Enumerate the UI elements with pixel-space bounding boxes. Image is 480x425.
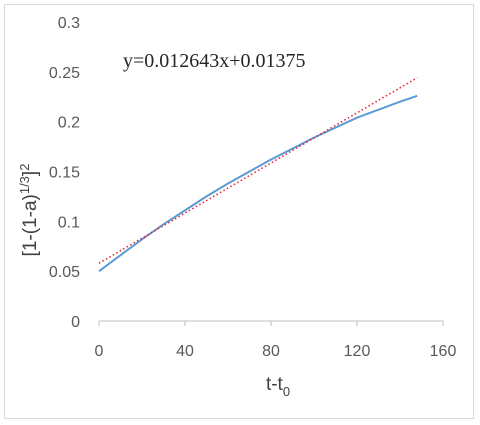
x-axis: 0 40 80 120 160 bbox=[95, 320, 457, 360]
data-series-line bbox=[98, 94, 418, 273]
y-tick-label: 0.15 bbox=[49, 165, 80, 182]
y-tick-label: 0.3 bbox=[58, 15, 80, 32]
y-axis-title: [1-(1-a)1/3]2 bbox=[17, 164, 41, 257]
x-tick-label: 80 bbox=[262, 343, 280, 360]
y-tick-label: 0.1 bbox=[58, 214, 80, 231]
y-tick-label: 0.25 bbox=[49, 65, 80, 82]
chart-frame bbox=[4, 4, 474, 419]
y-tick-label: 0 bbox=[71, 314, 80, 331]
x-tick-label: 0 bbox=[95, 343, 104, 360]
x-axis-title: t-t0 bbox=[266, 374, 290, 399]
x-tick-label: 40 bbox=[176, 343, 194, 360]
linear-trendline bbox=[98, 77, 418, 264]
y-tick-label: 0.05 bbox=[49, 264, 80, 281]
x-tick-label: 160 bbox=[430, 343, 457, 360]
plot-area bbox=[98, 77, 418, 273]
x-tick-label: 120 bbox=[344, 343, 371, 360]
y-tick-label: 0.2 bbox=[58, 115, 80, 132]
trendline-equation: y=0.012643x+0.01375 bbox=[123, 50, 306, 72]
y-axis: 0 0.05 0.1 0.15 0.2 0.25 0.3 bbox=[49, 15, 80, 331]
